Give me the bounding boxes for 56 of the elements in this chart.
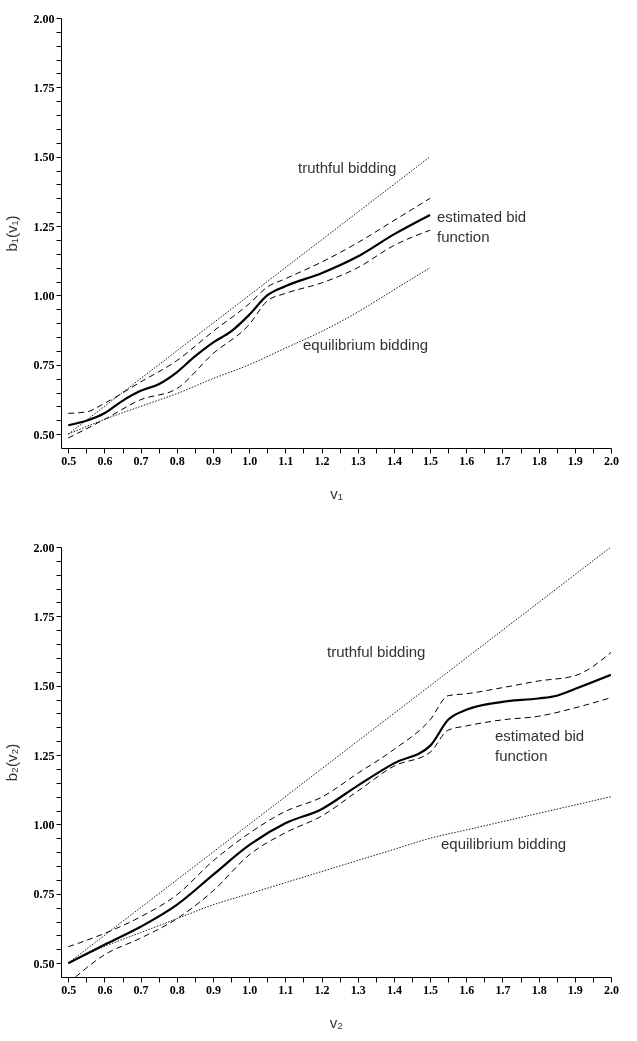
x-tick-label: 1.7 (495, 453, 511, 468)
annotation: estimated bid function (495, 727, 585, 764)
y-tick-label: 0.50 (33, 956, 55, 971)
x-tick-label: 0.9 (205, 982, 221, 997)
y-tick-label: 1.50 (33, 150, 55, 165)
x-tick-label: 1.3 (350, 982, 366, 997)
x-tick-label: 1.0 (242, 453, 258, 468)
y-tick-label: 1.50 (33, 679, 55, 694)
x-tick-label: 1.8 (531, 982, 547, 997)
annotation: equilibrium bidding (303, 336, 429, 353)
y-axis-title: b₂(v₂) (2, 743, 20, 782)
y-tick-label: 2.00 (33, 540, 55, 555)
annotation: estimated bid function (437, 208, 527, 245)
x-tick-label: 2.0 (604, 982, 619, 997)
y-tick-label: 1.25 (33, 219, 55, 234)
x-tick-label: 1.1 (278, 982, 294, 997)
x-axis-title: v₂ (329, 1013, 344, 1031)
x-tick-label: 1.7 (495, 982, 511, 997)
x-tick-label: 1.8 (531, 453, 547, 468)
annotation: equilibrium bidding (441, 835, 567, 852)
x-tick-label: 1.9 (567, 453, 583, 468)
x-axis-title: v₁ (330, 484, 343, 502)
x-tick-label: 0.5 (61, 982, 77, 997)
x-tick-label: 1.3 (350, 453, 366, 468)
x-tick-label: 0.6 (97, 453, 113, 468)
y-tick-label: 1.00 (33, 817, 55, 832)
x-tick-label: 0.7 (133, 453, 149, 468)
annotation: truthful bidding (327, 643, 426, 660)
y-axis-title: b₁(v₁) (2, 215, 20, 252)
x-tick-label: 1.5 (423, 982, 439, 997)
x-tick-label: 1.4 (386, 453, 402, 468)
y-tick-label: 1.25 (33, 748, 55, 763)
x-tick-label: 0.8 (169, 453, 185, 468)
x-tick-label: 0.9 (205, 453, 221, 468)
x-tick-label: 1.4 (386, 982, 402, 997)
y-tick-label: 1.75 (33, 609, 55, 624)
x-tick-label: 1.1 (278, 453, 294, 468)
y-tick-label: 1.75 (33, 80, 55, 95)
y-tick-label: 0.50 (33, 427, 55, 442)
x-tick-label: 2.0 (604, 453, 619, 468)
x-tick-label: 1.6 (459, 453, 475, 468)
x-tick-label: 1.6 (459, 982, 475, 997)
x-tick-label: 0.8 (169, 982, 185, 997)
x-tick-label: 0.5 (61, 453, 77, 468)
x-tick-label: 0.7 (133, 982, 149, 997)
x-tick-label: 1.0 (242, 982, 258, 997)
x-tick-label: 1.9 (567, 982, 583, 997)
y-tick-label: 0.75 (33, 887, 55, 902)
x-tick-label: 1.2 (314, 982, 330, 997)
x-tick-label: 1.2 (314, 453, 330, 468)
x-tick-label: 0.6 (97, 982, 113, 997)
annotation: truthful bidding (298, 159, 397, 176)
y-tick-label: 2.00 (33, 11, 55, 26)
y-tick-label: 1.00 (33, 288, 55, 303)
x-tick-label: 1.5 (423, 453, 439, 468)
y-tick-label: 0.75 (33, 358, 55, 373)
